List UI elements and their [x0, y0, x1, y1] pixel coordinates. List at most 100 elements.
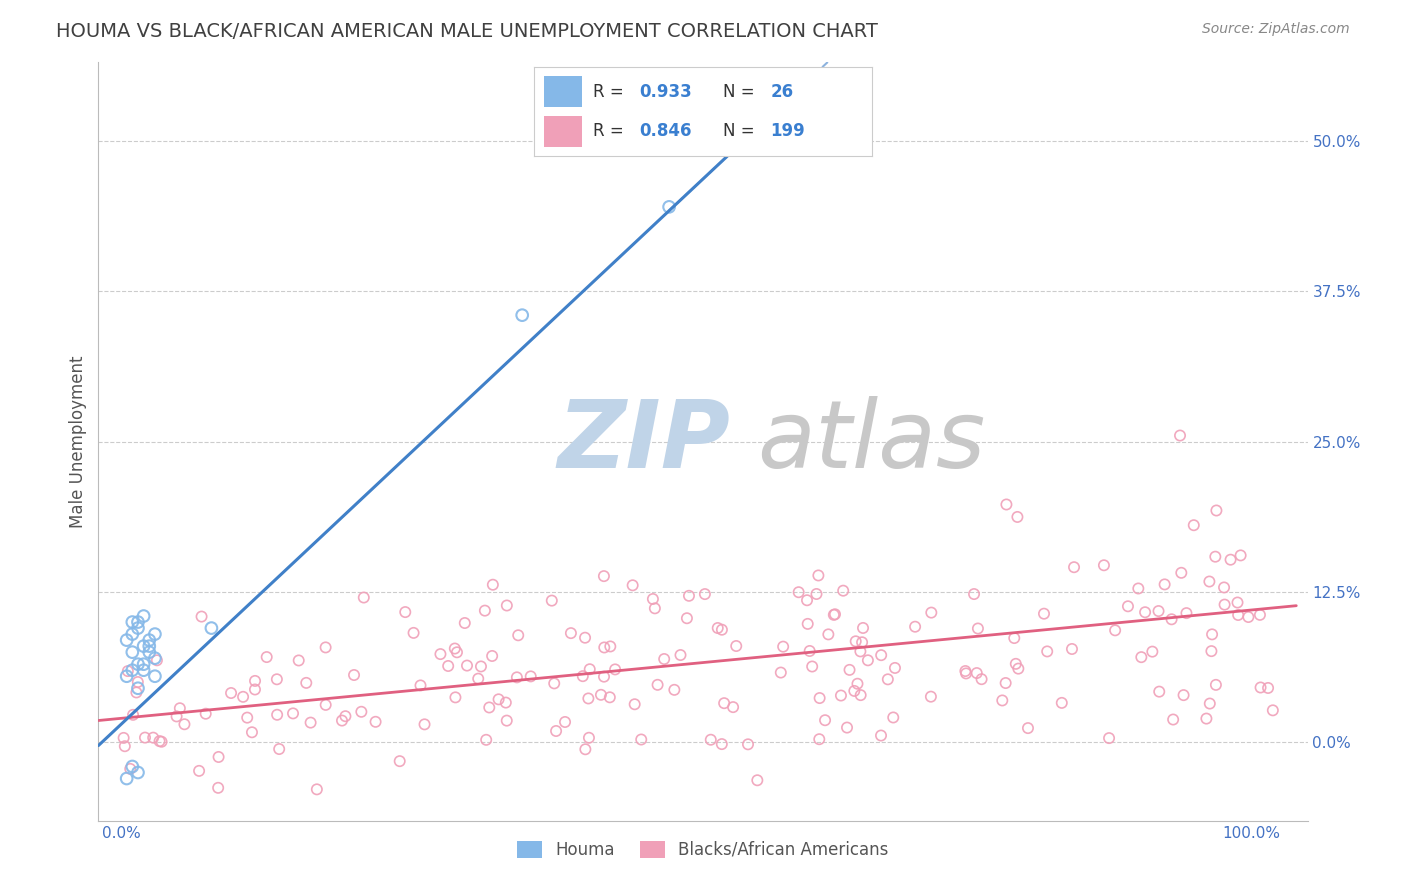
- Point: [446, 645, 468, 659]
- Bar: [544, 76, 582, 107]
- Point: [644, 601, 666, 615]
- Point: [437, 659, 460, 673]
- Point: [713, 696, 735, 710]
- Point: [1175, 606, 1198, 620]
- Point: [207, 780, 229, 795]
- Point: [995, 498, 1018, 512]
- Point: [1213, 598, 1236, 612]
- Point: [920, 606, 942, 620]
- Point: [132, 657, 155, 672]
- Point: [115, 669, 138, 683]
- Point: [796, 593, 818, 607]
- Point: [1160, 612, 1182, 626]
- Point: [1033, 607, 1056, 621]
- Point: [1226, 595, 1249, 609]
- Point: [1250, 681, 1272, 695]
- Point: [169, 701, 191, 715]
- Point: [117, 664, 139, 678]
- Point: [658, 200, 681, 214]
- Point: [1050, 696, 1073, 710]
- Point: [506, 670, 529, 684]
- Point: [305, 782, 328, 797]
- Point: [1237, 610, 1260, 624]
- Point: [266, 707, 288, 722]
- Text: HOUMA VS BLACK/AFRICAN AMERICAN MALE UNEMPLOYMENT CORRELATION CHART: HOUMA VS BLACK/AFRICAN AMERICAN MALE UNE…: [56, 22, 879, 41]
- Point: [287, 653, 309, 667]
- Point: [955, 666, 977, 681]
- Point: [132, 639, 155, 653]
- Point: [1007, 662, 1029, 676]
- Point: [495, 599, 517, 613]
- Point: [166, 709, 188, 723]
- Point: [546, 724, 568, 739]
- Point: [846, 677, 869, 691]
- Point: [495, 714, 517, 728]
- Point: [844, 684, 866, 698]
- Point: [1201, 627, 1223, 641]
- Point: [243, 682, 266, 697]
- Point: [830, 689, 852, 703]
- Point: [112, 731, 135, 745]
- Point: [1036, 644, 1059, 658]
- Point: [1168, 428, 1191, 442]
- Point: [127, 765, 149, 780]
- Point: [188, 764, 211, 778]
- Point: [808, 732, 831, 747]
- Point: [710, 737, 733, 751]
- Point: [413, 717, 436, 731]
- Point: [402, 626, 425, 640]
- Point: [150, 735, 173, 749]
- Point: [127, 615, 149, 629]
- Point: [388, 754, 411, 768]
- Point: [470, 659, 492, 673]
- Point: [852, 621, 875, 635]
- Point: [814, 713, 837, 727]
- Point: [1092, 558, 1115, 573]
- Point: [1007, 510, 1029, 524]
- Point: [882, 710, 904, 724]
- Text: atlas: atlas: [758, 396, 986, 487]
- Point: [652, 652, 675, 666]
- Point: [256, 650, 278, 665]
- Point: [678, 589, 700, 603]
- Point: [721, 700, 744, 714]
- Point: [1002, 631, 1025, 645]
- Text: R =: R =: [593, 122, 630, 140]
- Point: [970, 672, 993, 686]
- Point: [138, 639, 160, 653]
- Point: [467, 672, 489, 686]
- Point: [315, 698, 337, 712]
- Point: [1004, 657, 1026, 671]
- Point: [1205, 503, 1227, 517]
- Text: N =: N =: [723, 122, 761, 140]
- Point: [967, 622, 990, 636]
- Point: [194, 706, 217, 721]
- Point: [963, 587, 986, 601]
- Point: [1147, 604, 1170, 618]
- Point: [121, 615, 143, 629]
- Point: [295, 676, 318, 690]
- Point: [121, 759, 143, 773]
- Point: [1104, 624, 1126, 638]
- Point: [647, 678, 669, 692]
- Point: [817, 627, 839, 641]
- Point: [127, 675, 149, 690]
- Point: [1173, 688, 1195, 702]
- Point: [621, 578, 644, 592]
- Point: [474, 604, 496, 618]
- Point: [146, 653, 169, 667]
- Point: [243, 673, 266, 688]
- Point: [127, 681, 149, 696]
- Point: [115, 633, 138, 648]
- Point: [1227, 607, 1250, 622]
- Text: 0.933: 0.933: [638, 83, 692, 101]
- Point: [1213, 581, 1236, 595]
- Point: [849, 644, 872, 658]
- Point: [1130, 650, 1153, 665]
- Point: [955, 664, 977, 678]
- Point: [335, 709, 357, 723]
- Point: [488, 692, 510, 706]
- Point: [1170, 566, 1192, 580]
- Point: [806, 587, 828, 601]
- Point: [138, 633, 160, 648]
